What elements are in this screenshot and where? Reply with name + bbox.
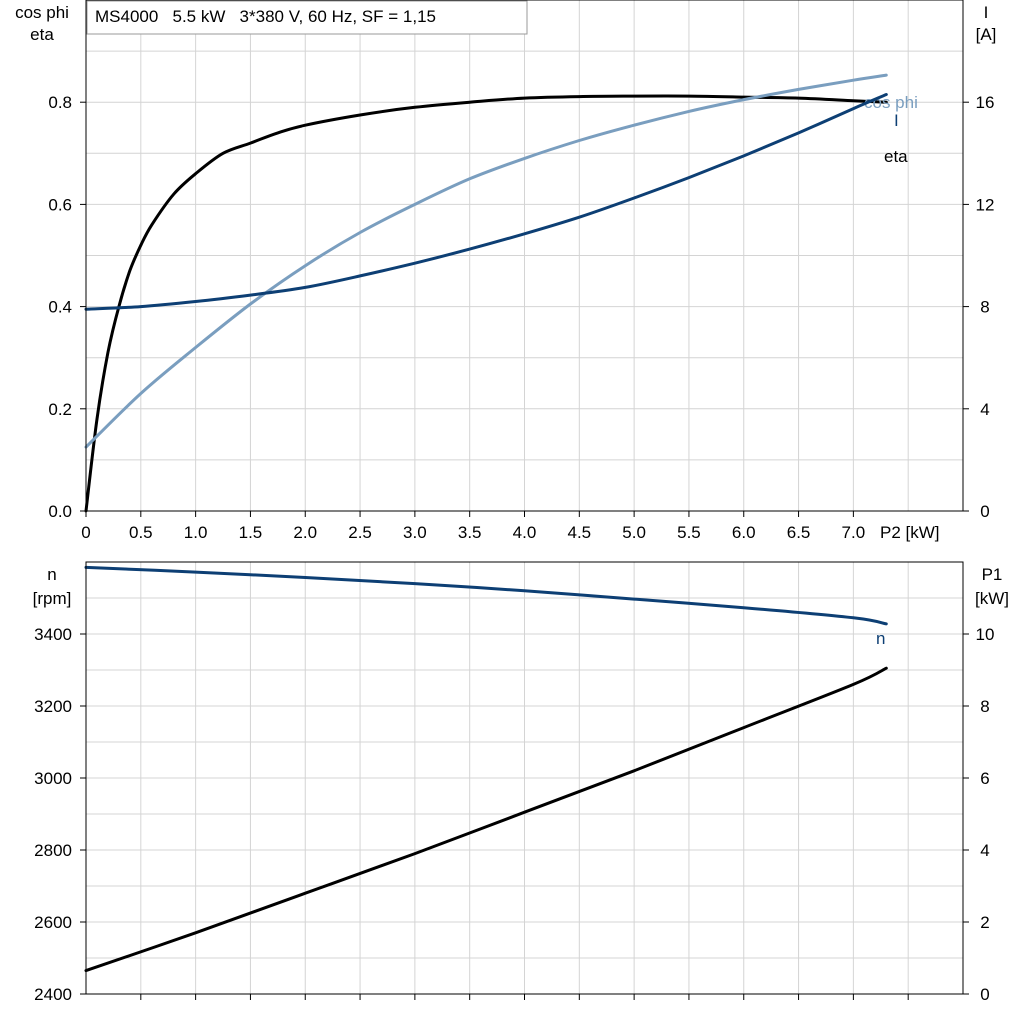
right-tick-label: 2 [980, 913, 989, 932]
series-line-cos-phi [84, 73, 888, 449]
x-tick-label: 2.0 [293, 523, 317, 542]
right-tick-label: 10 [976, 625, 995, 644]
left-tick-label: 2400 [34, 985, 72, 1004]
x-tick-label: 1.0 [184, 523, 208, 542]
right-tick-label: 16 [976, 93, 995, 112]
right-tick-label: 4 [980, 841, 989, 860]
series-label-cos-phi: cos phi [864, 93, 918, 112]
x-tick-label: 5.5 [677, 523, 701, 542]
right-tick-label: 12 [976, 195, 995, 214]
x-tick-label: 6.0 [732, 523, 756, 542]
right-tick-label: 8 [980, 298, 989, 317]
bottom-right-axis-label-1: P1 [982, 565, 1003, 584]
left-tick-label: 3200 [34, 697, 72, 716]
x-tick-label: 4.5 [567, 523, 591, 542]
x-tick-label: 6.5 [787, 523, 811, 542]
bottom-left-axis-label-1: n [47, 565, 56, 584]
series-line-series-1 [84, 666, 888, 973]
top-left-axis-label-1: cos phi [15, 3, 69, 22]
right-tick-label: 6 [980, 769, 989, 788]
top-ticks: 0.0 0.2 0.4 0.6 0.8 0 4 8 12 16 0 0.5 1.0 1.5 2.0 2.5 3.… [48, 93, 994, 542]
x-axis-label: P2 [kW] [880, 523, 940, 542]
x-tick-label: 0.5 [129, 523, 153, 542]
bottom-series: n [84, 565, 888, 973]
series-line-n [84, 565, 888, 626]
bottom-left-axis-label-2: [rpm] [33, 589, 72, 608]
top-title-box: MS4000 5.5 kW 3*380 V, 60 Hz, SF = 1,15 [86, 0, 528, 35]
left-tick-label: 3400 [34, 625, 72, 644]
left-tick-label: 0.0 [48, 502, 72, 521]
top-grid [86, 0, 963, 511]
top-right-axis-label-2: [A] [976, 25, 997, 44]
right-tick-label: 0 [980, 502, 989, 521]
top-right-axis-label-1: I [984, 3, 989, 22]
left-tick-label: 2600 [34, 913, 72, 932]
x-tick-label: 3.0 [403, 523, 427, 542]
left-tick-label: 0.2 [48, 400, 72, 419]
series-label-n: n [876, 629, 885, 648]
left-tick-label: 3000 [34, 769, 72, 788]
x-tick-label: 7.0 [842, 523, 866, 542]
x-tick-label: 4.0 [513, 523, 537, 542]
x-tick-label: 1.5 [239, 523, 263, 542]
left-tick-label: 0.8 [48, 93, 72, 112]
left-tick-label: 2800 [34, 841, 72, 860]
x-tick-label: 0 [81, 523, 90, 542]
left-tick-label: 0.6 [48, 195, 72, 214]
chart-title: MS4000 5.5 kW 3*380 V, 60 Hz, SF = 1,15 [95, 7, 436, 26]
bottom-ticks: 2400 2600 2800 3000 3200 3400 0 2 4 6 8 10 [34, 625, 994, 1004]
series-line-I [84, 93, 888, 311]
series-line-eta [84, 94, 888, 513]
series-label-eta: eta [884, 147, 908, 166]
x-tick-label: 3.5 [458, 523, 482, 542]
right-tick-label: 0 [980, 985, 989, 1004]
right-tick-label: 4 [980, 400, 989, 419]
left-tick-label: 0.4 [48, 298, 72, 317]
bottom-grid [86, 562, 963, 994]
bottom-panel: n 2400 2600 2800 3000 3200 3400 0 2 4 6 8 10 n [rpm… [33, 561, 1009, 1004]
series-label-I: I [894, 111, 899, 130]
x-tick-label: 2.5 [348, 523, 372, 542]
right-tick-label: 8 [980, 697, 989, 716]
x-tick-label: 5.0 [622, 523, 646, 542]
top-left-axis-label-2: eta [30, 25, 54, 44]
bottom-right-axis-label-2: [kW] [975, 589, 1009, 608]
